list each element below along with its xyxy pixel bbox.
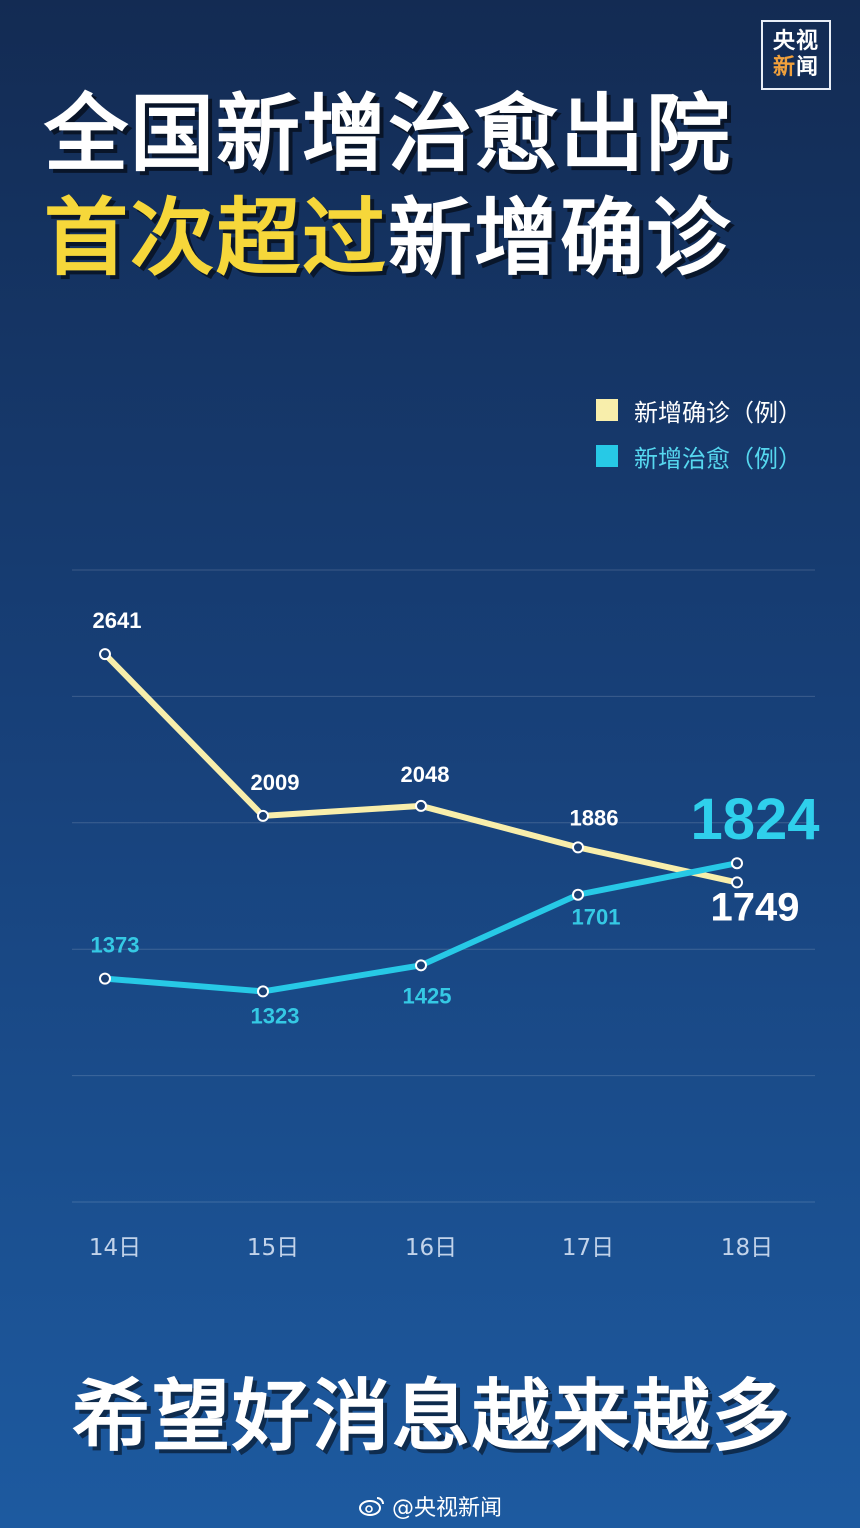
confirmed-data-label: 1886 (570, 805, 619, 830)
legend-item-confirmed: 新增确诊（例） (596, 396, 802, 427)
legend-swatch-confirmed (596, 399, 618, 421)
cured-data-label: 1701 (572, 905, 621, 930)
cured-point (572, 888, 584, 901)
confirmed-point (257, 809, 269, 822)
confirmed-point (99, 648, 111, 661)
weibo-icon (359, 1497, 384, 1516)
legend-label-cured: 新增治愈（例） (634, 444, 802, 473)
confirmed-data-label: 2009 (251, 770, 300, 795)
confirmed-point (415, 799, 427, 812)
x-tick-label: 18日 (721, 1235, 773, 1261)
legend-label-confirmed: 新增确诊（例） (634, 398, 802, 427)
x-tick-label: 17日 (562, 1235, 614, 1261)
cured-point (257, 985, 269, 998)
chart-legend: 新增确诊（例） 新增治愈（例） (596, 396, 802, 488)
weibo-watermark: @央视新闻 (358, 1490, 502, 1522)
x-tick-label: 16日 (405, 1235, 457, 1261)
logo-line2: 新闻 (773, 55, 819, 81)
cured-latest-label: 1824 (690, 787, 819, 852)
cctv-news-logo: 央视 新闻 (761, 20, 831, 90)
cured-point (99, 972, 111, 985)
x-tick-label: 14日 (89, 1235, 141, 1261)
headline-line2: 首次超过新增确诊 (44, 196, 732, 280)
legend-swatch-cured (596, 445, 618, 467)
x-tick-label: 15日 (247, 1235, 299, 1261)
confirmed-data-label: 2641 (93, 608, 142, 633)
cured-data-label: 1425 (403, 983, 452, 1008)
logo-line1: 央视 (772, 29, 819, 54)
cured-point (731, 857, 743, 870)
confirmed-point (572, 841, 584, 854)
confirmed-latest-label: 1749 (711, 885, 800, 929)
headline-line1: 全国新增治愈出院 (44, 85, 733, 183)
cured-point (415, 959, 427, 972)
headline-highlight: 首次超过 (44, 189, 389, 287)
cured-data-label: 1323 (251, 1003, 300, 1028)
footer-slogan: 希望好消息越来越多 (72, 1372, 793, 1462)
cured-line (102, 860, 740, 995)
logo-line2-rest: 闻 (796, 55, 820, 80)
legend-item-cured: 新增治愈（例） (596, 442, 802, 473)
logo-line2-accent: 新 (772, 55, 796, 80)
line-chart: 14日 15日 16日 17日 18日 2641 2009 2048 1886 1749 1373 1… (88, 608, 820, 1261)
cured-data-label: 1373 (91, 933, 140, 958)
weibo-handle: @央视新闻 (392, 1496, 503, 1521)
headline-line2-rest: 新增确诊 (388, 189, 733, 287)
confirmed-data-label: 2048 (401, 762, 450, 787)
confirmed-point (731, 876, 743, 889)
